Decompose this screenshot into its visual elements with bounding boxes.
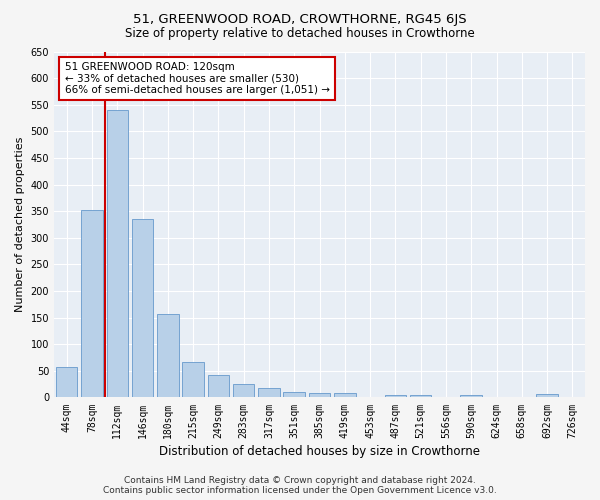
Bar bbox=[536, 394, 558, 398]
Bar bbox=[132, 218, 153, 398]
Text: Size of property relative to detached houses in Crowthorne: Size of property relative to detached ho… bbox=[125, 28, 475, 40]
Text: 51, GREENWOOD ROAD, CROWTHORNE, RG45 6JS: 51, GREENWOOD ROAD, CROWTHORNE, RG45 6JS bbox=[133, 12, 467, 26]
Bar bbox=[107, 110, 128, 398]
Y-axis label: Number of detached properties: Number of detached properties bbox=[15, 137, 25, 312]
Bar bbox=[460, 395, 482, 398]
Bar bbox=[385, 395, 406, 398]
X-axis label: Distribution of detached houses by size in Crowthorne: Distribution of detached houses by size … bbox=[159, 444, 480, 458]
Bar bbox=[208, 375, 229, 398]
Bar bbox=[157, 314, 179, 398]
Bar bbox=[56, 367, 77, 398]
Bar bbox=[283, 392, 305, 398]
Bar bbox=[410, 395, 431, 398]
Bar bbox=[233, 384, 254, 398]
Bar bbox=[81, 210, 103, 398]
Text: Contains HM Land Registry data © Crown copyright and database right 2024.
Contai: Contains HM Land Registry data © Crown c… bbox=[103, 476, 497, 495]
Bar bbox=[258, 388, 280, 398]
Bar bbox=[182, 362, 204, 398]
Bar bbox=[309, 392, 330, 398]
Bar bbox=[334, 392, 356, 398]
Bar bbox=[359, 397, 381, 398]
Text: 51 GREENWOOD ROAD: 120sqm
← 33% of detached houses are smaller (530)
66% of semi: 51 GREENWOOD ROAD: 120sqm ← 33% of detac… bbox=[65, 62, 329, 95]
